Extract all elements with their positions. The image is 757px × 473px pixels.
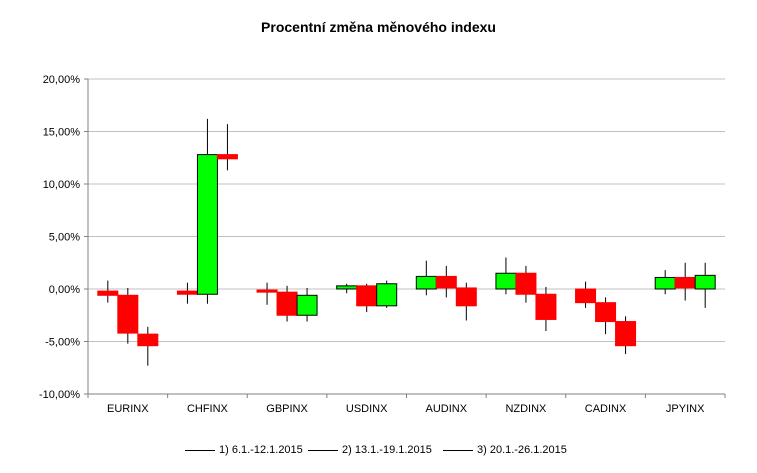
candle-body	[97, 290, 119, 296]
candle-body	[256, 289, 278, 293]
y-tick-label: 20,00%	[43, 74, 81, 86]
y-tick-label: 15,00%	[43, 127, 81, 139]
candle-body	[455, 287, 477, 307]
candle-body	[435, 275, 457, 289]
chart-title: Procentní změna měnového indexu	[261, 19, 496, 35]
legend-item-series-1: 1) 6.1.-12.1.2015	[185, 444, 303, 456]
legend-label: 1) 6.1.-12.1.2015	[219, 444, 303, 456]
x-tick-label: EURINX	[107, 403, 149, 415]
legend-item-series-3: 3) 20.1.-26.1.2015	[443, 444, 567, 456]
y-tick-label: 5,00%	[49, 232, 80, 244]
x-tick-label: CHFINX	[187, 403, 229, 415]
x-tick-label: AUDINX	[426, 403, 468, 415]
x-tick-label: CADINX	[585, 403, 627, 415]
legend-line-icon	[185, 449, 215, 451]
x-tick-label: GBPINX	[266, 403, 308, 415]
candle-body	[216, 154, 238, 160]
y-tick-label: -5,00%	[45, 337, 80, 349]
candle-body	[196, 154, 218, 295]
candle-body	[356, 285, 378, 307]
candle-body	[615, 321, 637, 347]
candle-body	[535, 293, 557, 320]
y-tick-label: 0,00%	[49, 284, 80, 296]
legend-line-icon	[443, 449, 473, 451]
candle-body	[654, 276, 676, 290]
candle-layer	[97, 118, 716, 366]
label-layer: -10,00% -5,00% 0,00% 5,00% 10,00% 15,00% 20,00…	[39, 74, 705, 415]
candle-body	[674, 276, 696, 289]
candle-body	[694, 274, 716, 290]
candle-body	[575, 288, 597, 304]
x-tick-label: NZDINX	[505, 403, 547, 415]
legend-label: 2) 13.1.-19.1.2015	[342, 444, 432, 456]
legend-item-series-2: 2) 13.1.-19.1.2015	[308, 444, 432, 456]
legend: 1) 6.1.-12.1.2015 2) 13.1.-19.1.2015 3) …	[0, 444, 757, 464]
x-tick-label: USDINX	[346, 403, 388, 415]
candle-body	[376, 283, 398, 307]
candle-body	[176, 290, 198, 295]
candle-body	[276, 291, 298, 316]
legend-line-icon	[308, 449, 338, 451]
grid-layer	[88, 78, 725, 395]
y-tick-label: -10,00%	[39, 389, 80, 401]
candle-body	[515, 272, 537, 295]
candle-body	[595, 302, 617, 323]
y-tick-label: 10,00%	[43, 179, 81, 191]
candle-body	[137, 333, 159, 347]
legend-label: 3) 20.1.-26.1.2015	[477, 444, 567, 456]
candle-body	[495, 272, 517, 290]
candle-body	[117, 294, 139, 334]
candle-body	[415, 275, 437, 290]
axis-layer	[84, 78, 726, 398]
candle-body	[296, 294, 318, 316]
x-tick-label: JPYINX	[666, 403, 705, 415]
candle-body	[336, 285, 358, 290]
